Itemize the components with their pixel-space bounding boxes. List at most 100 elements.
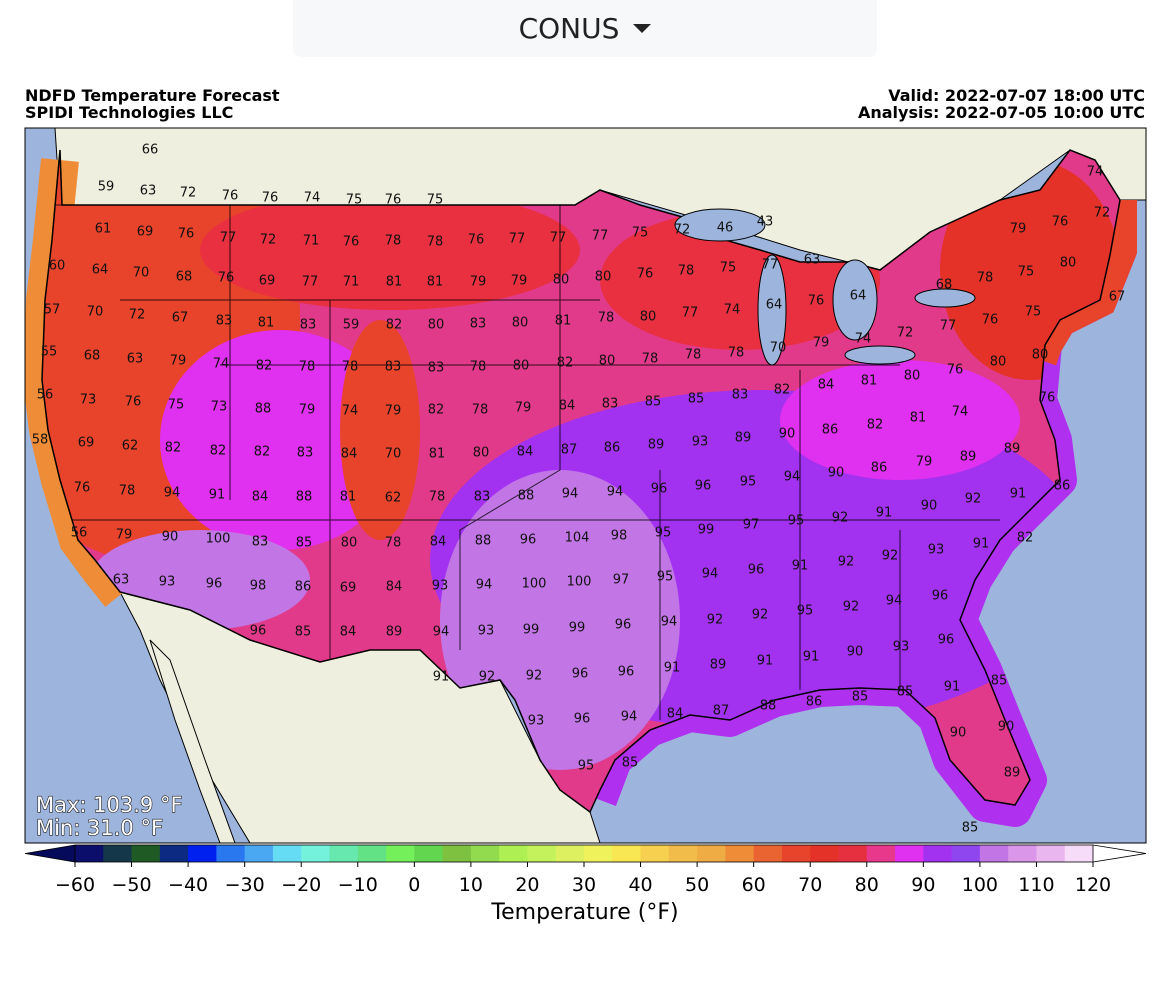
colorbar-tick-label: 30 xyxy=(572,874,596,896)
temperature-label: 84 xyxy=(667,707,684,722)
temperature-label: 86 xyxy=(822,423,839,438)
temperature-label: 74 xyxy=(1087,165,1104,180)
min-temperature: Min: 31.0 °F xyxy=(36,816,163,840)
temperature-label: 63 xyxy=(804,253,821,268)
region-dropdown[interactable]: CONUS xyxy=(293,0,877,57)
temperature-label: 82 xyxy=(428,403,445,418)
temperature-label: 78 xyxy=(342,360,359,375)
temperature-label: 95 xyxy=(740,475,757,490)
temperature-label: 84 xyxy=(818,378,835,393)
colorbar-bin xyxy=(527,845,557,862)
temperature-label: 94 xyxy=(476,578,493,593)
temperature-label: 83 xyxy=(602,397,619,412)
temperature-label: 87 xyxy=(561,443,578,458)
temperature-label: 93 xyxy=(928,543,945,558)
temperature-label: 81 xyxy=(555,314,572,329)
temperature-label: 72 xyxy=(897,326,914,341)
temperature-label: 69 xyxy=(78,436,95,451)
temperature-label: 91 xyxy=(664,661,681,676)
temperature-label: 81 xyxy=(427,275,444,290)
temperature-label: 83 xyxy=(216,314,233,329)
temperature-label: 84 xyxy=(341,447,358,462)
temperature-label: 79 xyxy=(515,401,532,416)
temperature-label: 82 xyxy=(256,359,273,374)
temperature-label: 71 xyxy=(343,275,360,290)
temperature-label: 83 xyxy=(470,317,487,332)
colorbar-bin xyxy=(1008,845,1037,862)
colorbar-bin xyxy=(810,845,839,862)
colorbar-bin xyxy=(414,845,444,862)
temperature-label: 70 xyxy=(770,341,787,356)
temperature-label: 78 xyxy=(685,348,702,363)
temperature-label: 78 xyxy=(427,235,444,250)
temperature-label: 78 xyxy=(299,360,316,375)
temperature-label: 94 xyxy=(433,625,450,640)
temperature-label: 72 xyxy=(674,223,691,238)
temperature-label: 83 xyxy=(428,361,445,376)
temperature-label: 96 xyxy=(615,618,632,633)
temperature-label: 94 xyxy=(784,470,801,485)
field-ohio xyxy=(780,360,1020,480)
temperature-label: 84 xyxy=(559,399,576,414)
temperature-label: 96 xyxy=(206,577,223,592)
temperature-label: 84 xyxy=(430,535,447,550)
temperature-label: 80 xyxy=(990,355,1007,370)
temperature-label: 74 xyxy=(304,191,321,206)
colorbar-bin xyxy=(979,845,1009,862)
temperature-label: 88 xyxy=(475,534,492,549)
temperature-label: 67 xyxy=(1109,290,1126,305)
temperature-label: 92 xyxy=(832,511,849,526)
temperature-label: 80 xyxy=(595,270,612,285)
temperature-label: 89 xyxy=(648,438,665,453)
map-title: NDFD Temperature Forecast xyxy=(25,86,280,105)
temperature-label: 68 xyxy=(84,349,101,364)
colorbar-tick-label: 120 xyxy=(1075,874,1111,896)
colorbar-bin xyxy=(951,845,981,862)
temperature-label: 90 xyxy=(998,720,1015,735)
colorbar-bin xyxy=(697,845,726,862)
temperature-label: 72 xyxy=(260,233,277,248)
colorbar-bin xyxy=(329,845,359,862)
colorbar-bin xyxy=(188,845,217,862)
temperature-label: 92 xyxy=(843,600,860,615)
temperature-label: 82 xyxy=(774,383,791,398)
temperature-label: 91 xyxy=(1010,487,1027,502)
temperature-label: 87 xyxy=(713,704,730,719)
colorbar-bin xyxy=(386,845,415,862)
colorbar-tick-label: −20 xyxy=(281,874,321,896)
temperature-label: 89 xyxy=(710,658,727,673)
temperature-label: 76 xyxy=(262,191,279,206)
temperature-label: 63 xyxy=(140,184,157,199)
temperature-label: 75 xyxy=(1025,305,1042,320)
temperature-label: 63 xyxy=(127,352,144,367)
colorbar-tick-label: 20 xyxy=(515,874,539,896)
colorbar-bin xyxy=(640,845,670,862)
temperature-label: 74 xyxy=(952,405,969,420)
colorbar-bin xyxy=(555,845,585,862)
colorbar-bin xyxy=(75,845,104,862)
temperature-label: 75 xyxy=(1018,265,1035,280)
temperature-label: 69 xyxy=(137,225,154,240)
temperature-label: 72 xyxy=(180,186,197,201)
temperature-label: 96 xyxy=(748,563,765,578)
temperature-label: 79 xyxy=(299,403,316,418)
temperature-label: 83 xyxy=(297,446,314,461)
colorbar-bin xyxy=(1036,845,1066,862)
temperature-label: 83 xyxy=(732,388,749,403)
temperature-label: 63 xyxy=(113,573,130,588)
colorbar-tick-label: 100 xyxy=(962,874,998,896)
field-basin xyxy=(160,330,400,550)
temperature-label: 73 xyxy=(211,400,228,415)
temperature-label: 93 xyxy=(432,579,449,594)
temperature-label: 86 xyxy=(1054,479,1071,494)
colorbar-tick-label: 0 xyxy=(408,874,420,896)
temperature-label: 81 xyxy=(258,316,275,331)
colorbar-bin xyxy=(470,845,500,862)
map: 66 59 63 72 76 76 74 75 76 75 74 72 46 43 76 79 72 61 69 76… xyxy=(25,128,1146,843)
temperature-label: 79 xyxy=(470,275,487,290)
temperature-label: 76 xyxy=(982,313,999,328)
temperature-label: 75 xyxy=(168,398,185,413)
temperature-label: 76 xyxy=(125,395,142,410)
temperature-label: 82 xyxy=(254,445,271,460)
